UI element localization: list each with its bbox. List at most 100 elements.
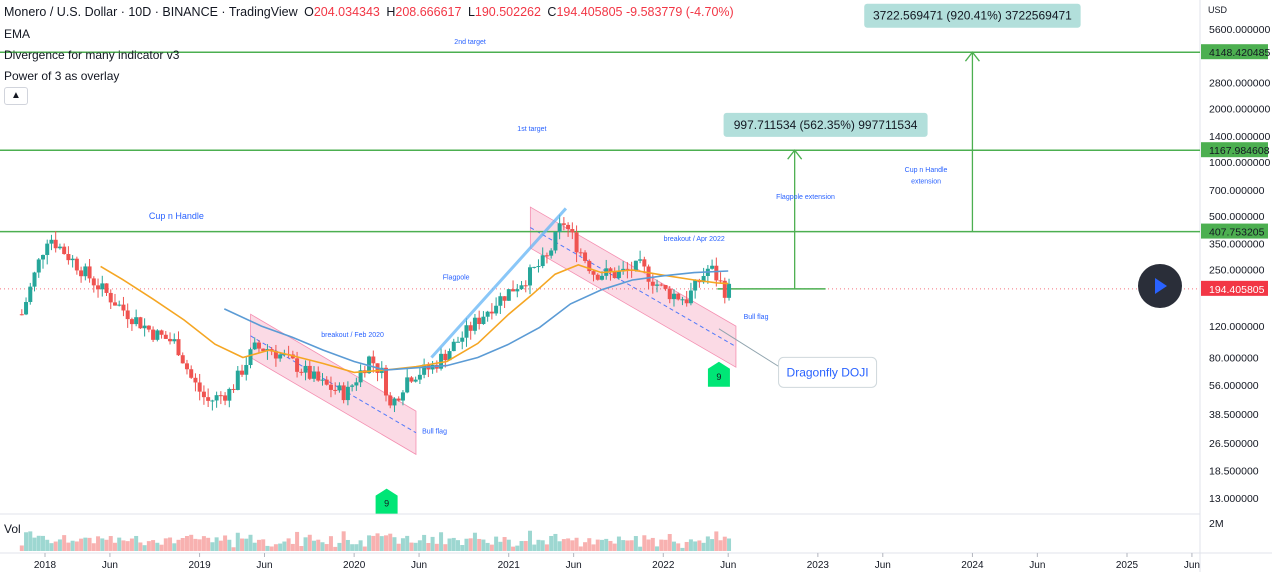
volume-bar <box>595 539 600 551</box>
candle-body <box>354 382 359 386</box>
candle-body <box>587 260 592 272</box>
price-tick: 120.000000 <box>1209 321 1265 333</box>
time-axis[interactable]: 2018 Jun 2019 Jun 2020 Jun 2021 Jun 2022 Jun 2023 J… <box>34 553 1200 571</box>
volume-bar <box>324 544 329 551</box>
price-tick: 5600.000000 <box>1209 24 1270 36</box>
candle-body <box>667 288 672 300</box>
volume-bar <box>451 537 456 551</box>
annotation-1: 2nd target <box>454 39 486 46</box>
symbol-title[interactable]: Monero / U.S. Dollar · 10D · BINANCE · T… <box>4 5 298 19</box>
candle-body <box>566 224 571 230</box>
candle-body <box>273 351 278 359</box>
measure-text-1: 3722.569471 (920.41%) 3722569471 <box>873 9 1072 23</box>
time-tick: 2020 <box>343 560 366 571</box>
volume-bar <box>244 538 249 551</box>
candle-body <box>104 283 109 293</box>
volume-bar <box>24 532 29 551</box>
time-tick: Jun <box>566 560 582 571</box>
volume-bar <box>426 543 431 551</box>
candle-body <box>206 397 211 401</box>
horizontal-levels <box>0 51 1200 290</box>
candle-body <box>608 268 613 272</box>
candle-body <box>523 285 528 287</box>
volume-bar <box>151 540 156 551</box>
candle-body <box>45 243 50 255</box>
volume-bar <box>307 534 312 551</box>
measure-box-2 <box>723 112 928 137</box>
volume-bar <box>697 540 702 551</box>
volume-bar <box>693 541 698 551</box>
candle-body <box>40 254 45 260</box>
candle-body <box>28 286 33 302</box>
volume-bar <box>688 539 693 551</box>
volume-bar <box>481 539 486 551</box>
candle-body <box>337 385 342 391</box>
replay-play-button[interactable] <box>1138 264 1182 308</box>
volume-bar <box>663 539 668 551</box>
volume-bar <box>235 532 240 551</box>
level-tag-2 <box>1201 142 1268 158</box>
candle-body <box>248 349 253 366</box>
candle-body <box>583 252 588 261</box>
volume-bar <box>468 538 473 551</box>
candle-body <box>138 317 143 329</box>
badge-text-2: 9 <box>384 499 389 509</box>
volume-bar <box>540 540 545 551</box>
volume-bar <box>633 536 638 551</box>
volume-bar <box>57 539 62 551</box>
indicator-power-of-3[interactable]: Power of 3 as overlay <box>4 69 120 83</box>
time-tick: Jun <box>1029 560 1045 571</box>
level-tag-1 <box>1201 44 1268 60</box>
open-value: 204.034343 <box>313 5 380 19</box>
volume-bar <box>350 544 355 551</box>
volume-bar <box>701 542 706 551</box>
indicator-divergence[interactable]: Divergence for many indicator v3 <box>4 48 180 62</box>
volume-bar <box>19 545 24 551</box>
candle-body <box>125 310 130 320</box>
candle-body <box>96 285 101 290</box>
volume-bar <box>612 543 617 551</box>
volume-bar <box>214 537 219 551</box>
time-tick: 2021 <box>498 560 521 571</box>
candle-body <box>57 246 62 249</box>
time-tick: 2024 <box>961 560 984 571</box>
volume-bar <box>583 542 588 551</box>
volume-bar <box>599 539 604 551</box>
volume-bar <box>108 536 113 551</box>
volume-bar <box>32 537 37 551</box>
candle-body <box>557 223 562 232</box>
volume-bar <box>49 543 54 551</box>
candle-body <box>62 246 67 255</box>
candle-body <box>19 314 24 316</box>
candle-body <box>282 354 287 356</box>
volume-bar <box>460 545 465 551</box>
indicator-ema[interactable]: EMA <box>4 27 31 41</box>
volume-bar <box>295 531 300 551</box>
play-icon <box>1155 278 1167 294</box>
volume-bar <box>256 539 261 551</box>
candle-body <box>79 270 84 277</box>
current-price-tag <box>1201 280 1268 296</box>
flagpole-line <box>430 207 568 359</box>
volume-bar <box>282 541 287 551</box>
candle-body <box>616 271 621 279</box>
candle-body <box>168 338 173 342</box>
volume-bar <box>417 540 422 551</box>
candle-body <box>468 325 473 331</box>
collapse-indicators-button[interactable]: ▲ <box>4 87 28 105</box>
volume-bar <box>434 543 439 551</box>
volume-bar <box>392 537 397 551</box>
price-axis[interactable]: USD 5600.000000 2800.000000 2000.000000 1400… <box>1201 5 1270 530</box>
candle-body <box>163 334 168 339</box>
volume-bar <box>371 535 376 551</box>
candle-body <box>32 272 37 287</box>
volume-bar <box>646 539 651 551</box>
volume-bar <box>290 543 295 551</box>
volume-bar <box>223 535 228 551</box>
candle-body <box>595 274 600 280</box>
time-tick: Jun <box>256 560 272 571</box>
badge-text-1: 9 <box>716 372 721 382</box>
volume-bar <box>379 536 384 551</box>
volume-bar <box>125 541 130 551</box>
